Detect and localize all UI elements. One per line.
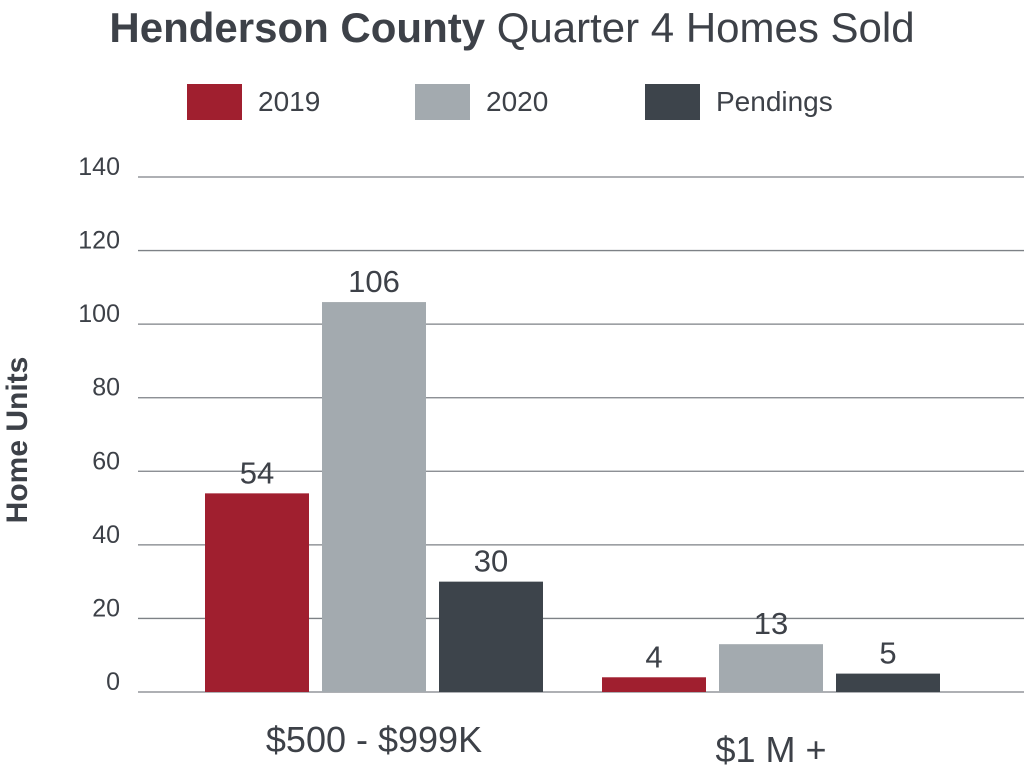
data-label-2019-1: 4 xyxy=(645,639,662,674)
data-label-2020-1: 13 xyxy=(754,606,788,641)
y-tick-label-60: 60 xyxy=(92,447,120,475)
y-tick-label-0: 0 xyxy=(106,668,120,696)
legend-label-2020: 2020 xyxy=(486,86,549,117)
data-label-2020-0: 106 xyxy=(348,264,400,299)
legend-swatch-2019 xyxy=(187,84,242,120)
data-label-pendings-1: 5 xyxy=(879,636,896,671)
y-tick-label-140: 140 xyxy=(78,153,120,181)
chart-title-bold: Henderson County xyxy=(109,4,486,51)
legend-swatch-2020 xyxy=(415,84,470,120)
chart-title-rest: Quarter 4 Homes Sold xyxy=(496,4,915,51)
y-tick-label-100: 100 xyxy=(78,300,120,328)
bar-2019-1 xyxy=(602,677,706,692)
chart-title: Henderson County Quarter 4 Homes Sold xyxy=(0,2,1024,54)
x-category-label-0: $500 - $999K xyxy=(266,719,482,760)
bar-2020-0 xyxy=(322,302,426,692)
bar-pendings-1 xyxy=(836,673,940,692)
y-tick-label-40: 40 xyxy=(92,521,120,549)
legend-label-pendings: Pendings xyxy=(716,86,833,117)
y-tick-label-80: 80 xyxy=(92,374,120,402)
bar-2019-0 xyxy=(205,493,309,692)
y-tick-label-20: 20 xyxy=(92,594,120,622)
data-label-2019-0: 54 xyxy=(240,455,274,490)
legend-label-2019: 2019 xyxy=(258,86,321,117)
legend-swatch-pendings xyxy=(645,84,700,120)
y-tick-label-120: 120 xyxy=(78,227,120,255)
bar-2020-1 xyxy=(719,644,823,692)
bar-pendings-0 xyxy=(439,581,543,692)
data-label-pendings-0: 30 xyxy=(474,544,508,579)
x-category-label-1: $1 M + xyxy=(715,729,826,770)
